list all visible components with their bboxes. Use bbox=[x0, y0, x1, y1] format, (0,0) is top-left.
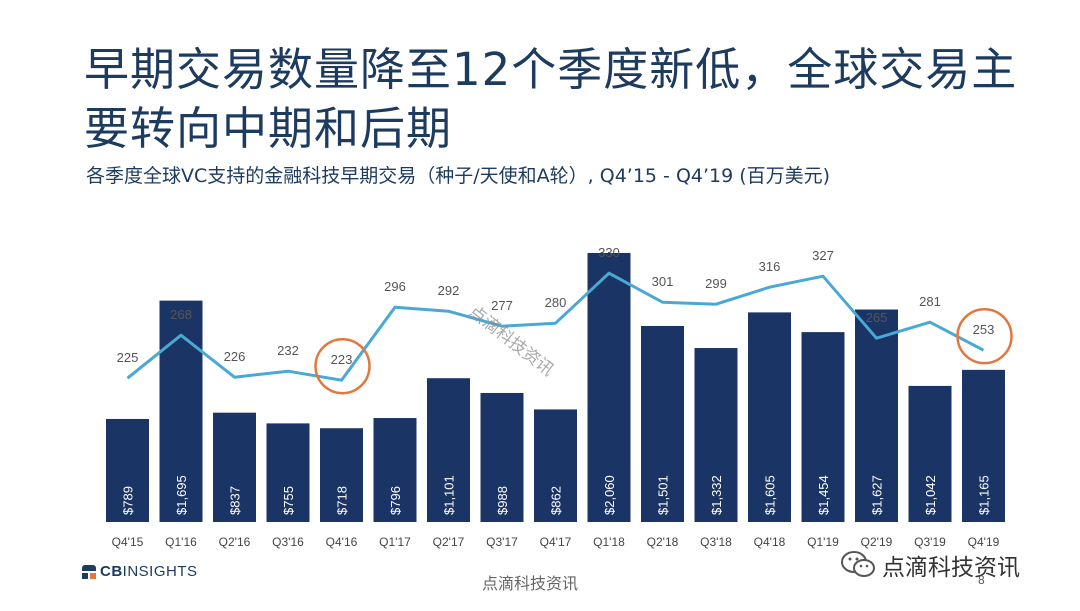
x-tick-label: Q1'18 bbox=[593, 535, 625, 549]
line-value-label: 253 bbox=[973, 322, 995, 337]
bar-value-label: $2,060 bbox=[602, 475, 617, 515]
x-tick-label: Q4'16 bbox=[326, 535, 358, 549]
bar-labels: $789 $1,695 $837 $755 $718 $796 $1,101 $988 $862… bbox=[121, 475, 992, 515]
line-value-label: 265 bbox=[866, 310, 888, 325]
bar bbox=[373, 418, 417, 522]
bar-value-label: $1,501 bbox=[656, 475, 671, 515]
wechat-account-name: 点滴科技资讯 bbox=[882, 555, 1020, 581]
wechat-badge: 点滴科技资讯 bbox=[840, 548, 1020, 582]
chart-subtitle: 各季度全球VC支持的金融科技早期交易（种子/天使和A轮）, Q4’15 - Q4… bbox=[86, 165, 831, 187]
line-value-label: 292 bbox=[438, 283, 460, 298]
footer-source-text: 点滴科技资讯 bbox=[482, 574, 579, 593]
wechat-icon bbox=[841, 551, 875, 577]
bar-value-label: $837 bbox=[228, 486, 243, 515]
logo-prefix: CB bbox=[100, 563, 123, 580]
bar bbox=[801, 332, 845, 522]
x-tick-label: Q3'16 bbox=[272, 535, 304, 549]
cbinsights-logo: CBINSIGHTS bbox=[82, 563, 198, 580]
line-value-label: 232 bbox=[277, 343, 299, 358]
x-tick-label: Q2'17 bbox=[433, 535, 465, 549]
cbinsights-logo-icon bbox=[82, 564, 96, 579]
line-value-label: 268 bbox=[170, 307, 192, 322]
bar bbox=[641, 325, 684, 522]
x-tick-label: Q3'17 bbox=[486, 535, 518, 549]
bar-value-label: $1,332 bbox=[709, 475, 724, 515]
highlight-circle bbox=[956, 307, 1013, 365]
bar bbox=[962, 369, 1005, 522]
line-value-label: 327 bbox=[812, 248, 834, 263]
bar-series bbox=[106, 252, 1005, 523]
page-number: 8 bbox=[978, 573, 985, 587]
x-tick-label: Q4'17 bbox=[540, 535, 572, 549]
line-path bbox=[126, 271, 985, 382]
line-value-label: 225 bbox=[117, 350, 139, 365]
bar-value-label: $1,695 bbox=[174, 475, 189, 515]
x-tick-label: Q3'19 bbox=[914, 535, 946, 549]
highlight-circles bbox=[314, 307, 1013, 395]
line-series bbox=[126, 271, 985, 382]
line-value-label: 316 bbox=[759, 259, 781, 274]
bar bbox=[266, 423, 310, 522]
bar bbox=[855, 309, 898, 522]
x-axis-labels: Q4'15 Q1'16 Q2'16 Q3'16 Q4'16 Q1'17 Q2'17 Q3'17… bbox=[112, 535, 1000, 549]
bar-value-label: $755 bbox=[281, 486, 296, 515]
x-tick-label: Q4'19 bbox=[968, 535, 1000, 549]
x-tick-label: Q3'18 bbox=[700, 535, 732, 549]
line-labels: 225 268 226 232 223 296 292 277 280 330 301 299 316 3… bbox=[117, 245, 995, 367]
bar-value-label: $789 bbox=[121, 486, 136, 515]
x-tick-label: Q2'18 bbox=[647, 535, 679, 549]
bar bbox=[427, 378, 470, 522]
bar bbox=[213, 412, 256, 522]
x-tick-label: Q2'19 bbox=[861, 535, 893, 549]
bar bbox=[159, 300, 203, 522]
bar-value-label: $862 bbox=[549, 486, 564, 515]
bar-value-label: $1,165 bbox=[977, 475, 992, 515]
highlight-circle bbox=[314, 337, 371, 395]
bar-value-label: $1,605 bbox=[763, 475, 778, 515]
line-value-label: 301 bbox=[652, 274, 674, 289]
logo-suffix: INSIGHTS bbox=[122, 563, 198, 580]
x-tick-label: Q1'16 bbox=[165, 535, 197, 549]
bar bbox=[106, 418, 149, 522]
bar-value-label: $1,454 bbox=[816, 475, 831, 515]
bar-value-label: $988 bbox=[495, 486, 510, 515]
bar bbox=[480, 392, 524, 522]
x-tick-label: Q4'18 bbox=[754, 535, 786, 549]
bar bbox=[320, 428, 363, 522]
page-title: 早期交易数量降至12个季度新低，全球交易主要转向中期和后期 bbox=[84, 43, 1018, 155]
bar bbox=[908, 385, 952, 522]
x-tick-label: Q1'19 bbox=[807, 535, 839, 549]
line-value-label: 330 bbox=[598, 245, 620, 260]
bar bbox=[748, 312, 791, 522]
line-value-label: 277 bbox=[491, 298, 513, 313]
bar-value-label: $718 bbox=[335, 486, 350, 515]
bar-value-label: $1,101 bbox=[442, 475, 457, 515]
x-tick-label: Q1'17 bbox=[379, 535, 411, 549]
bar bbox=[534, 409, 577, 522]
x-tick-label: Q4'15 bbox=[112, 535, 144, 549]
bar-value-label: $796 bbox=[388, 486, 403, 515]
bar-value-label: $1,627 bbox=[870, 475, 885, 515]
line-value-label: 281 bbox=[919, 294, 941, 309]
bar bbox=[587, 252, 631, 523]
bar bbox=[694, 348, 738, 522]
line-value-label: 296 bbox=[384, 279, 406, 294]
line-value-label: 223 bbox=[331, 352, 353, 367]
line-value-label: 299 bbox=[705, 276, 727, 291]
line-value-label: 226 bbox=[224, 349, 246, 364]
x-tick-label: Q2'16 bbox=[219, 535, 251, 549]
combo-chart: $789 $1,695 $837 $755 $718 $796 $1,101 $988 $862… bbox=[106, 245, 1013, 549]
line-value-label: 280 bbox=[545, 295, 567, 310]
bar-value-label: $1,042 bbox=[923, 475, 938, 515]
